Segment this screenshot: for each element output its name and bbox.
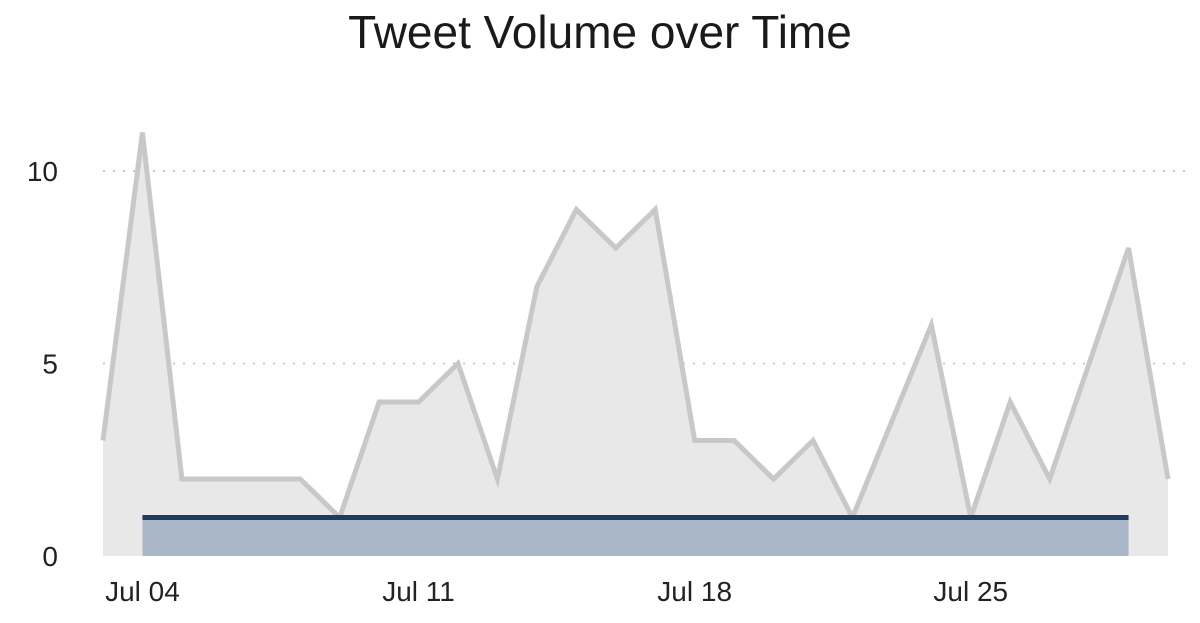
y-tick-label: 5 <box>42 349 58 380</box>
y-axis-ticks: 0 5 10 <box>27 156 58 572</box>
x-tick-label: Jul 25 <box>933 576 1008 607</box>
grid-layer <box>103 170 1190 365</box>
x-tick-label: Jul 04 <box>105 576 180 607</box>
x-tick-label: Jul 11 <box>382 576 455 607</box>
x-axis-ticks: Jul 04 Jul 11 Jul 18 Jul 25 <box>105 576 1008 607</box>
volume-line <box>100 132 1171 528</box>
baseline-band <box>142 517 1129 556</box>
area-layer <box>100 132 1171 556</box>
y-tick-label: 10 <box>27 156 58 187</box>
chart-title: Tweet Volume over Time <box>348 6 852 58</box>
x-tick-label: Jul 18 <box>657 576 732 607</box>
band-layer <box>142 515 1129 556</box>
y-tick-label: 0 <box>42 541 58 572</box>
volume-area-fill <box>103 132 1168 556</box>
